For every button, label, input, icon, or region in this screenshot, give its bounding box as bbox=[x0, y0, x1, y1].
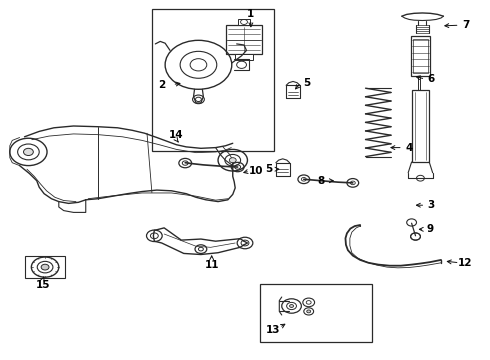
Text: 15: 15 bbox=[35, 280, 50, 290]
Circle shape bbox=[24, 148, 33, 156]
Text: 1: 1 bbox=[247, 9, 254, 19]
Text: 14: 14 bbox=[169, 130, 184, 140]
Text: 5: 5 bbox=[265, 164, 272, 174]
Bar bbox=[152, 9, 274, 151]
Bar bbox=[413, 39, 428, 73]
Bar bbox=[25, 256, 65, 278]
Text: 9: 9 bbox=[427, 224, 434, 234]
Text: 11: 11 bbox=[204, 260, 219, 270]
Circle shape bbox=[229, 158, 236, 163]
Bar bbox=[411, 36, 430, 76]
Circle shape bbox=[307, 310, 311, 313]
Bar bbox=[238, 19, 250, 25]
Text: 4: 4 bbox=[405, 143, 413, 153]
Bar bbox=[260, 284, 372, 342]
Text: 6: 6 bbox=[428, 74, 435, 84]
Text: 12: 12 bbox=[458, 258, 473, 268]
Text: 10: 10 bbox=[248, 166, 263, 176]
Bar bbox=[226, 25, 262, 54]
Text: 7: 7 bbox=[462, 20, 469, 30]
Text: 13: 13 bbox=[266, 325, 281, 336]
Text: 2: 2 bbox=[158, 80, 165, 90]
Text: 3: 3 bbox=[428, 200, 435, 210]
Circle shape bbox=[41, 264, 49, 270]
Text: 5: 5 bbox=[303, 78, 310, 88]
Circle shape bbox=[290, 305, 294, 307]
Bar bbox=[412, 90, 429, 162]
Text: 8: 8 bbox=[318, 176, 325, 186]
Bar bbox=[235, 54, 253, 60]
